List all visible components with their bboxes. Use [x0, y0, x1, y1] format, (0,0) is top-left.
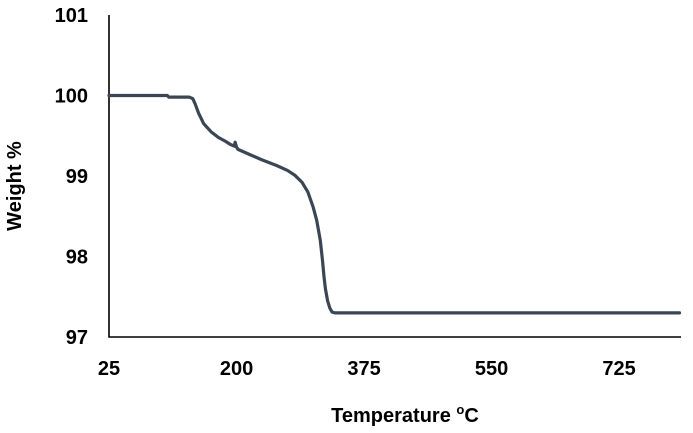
x-axis-label: Temperature oC: [331, 402, 479, 427]
x-tick-label: 200: [220, 358, 253, 380]
x-axis-label-text: Temperature: [331, 405, 456, 427]
axes-frame: [108, 15, 681, 338]
weight-series-line: [107, 93, 682, 315]
x-axis-ticks: 25 200 375 550 725: [98, 358, 636, 380]
y-axis-label: Weight %: [4, 141, 26, 231]
y-tick-label: 100: [55, 86, 88, 108]
x-tick-label: 375: [347, 358, 380, 380]
y-tick-label: 99: [66, 166, 88, 188]
y-axis-ticks: 97 98 99 100 101: [55, 5, 88, 349]
y-tick-label: 98: [66, 247, 88, 269]
x-tick-label: 25: [98, 358, 120, 380]
x-tick-label: 725: [602, 358, 635, 380]
y-tick-label: 97: [66, 327, 88, 349]
x-axis-label-suffix: C: [464, 405, 478, 427]
y-tick-label: 101: [55, 5, 88, 27]
x-tick-label: 550: [475, 358, 508, 380]
x-axis-label-superscript: o: [456, 402, 464, 417]
